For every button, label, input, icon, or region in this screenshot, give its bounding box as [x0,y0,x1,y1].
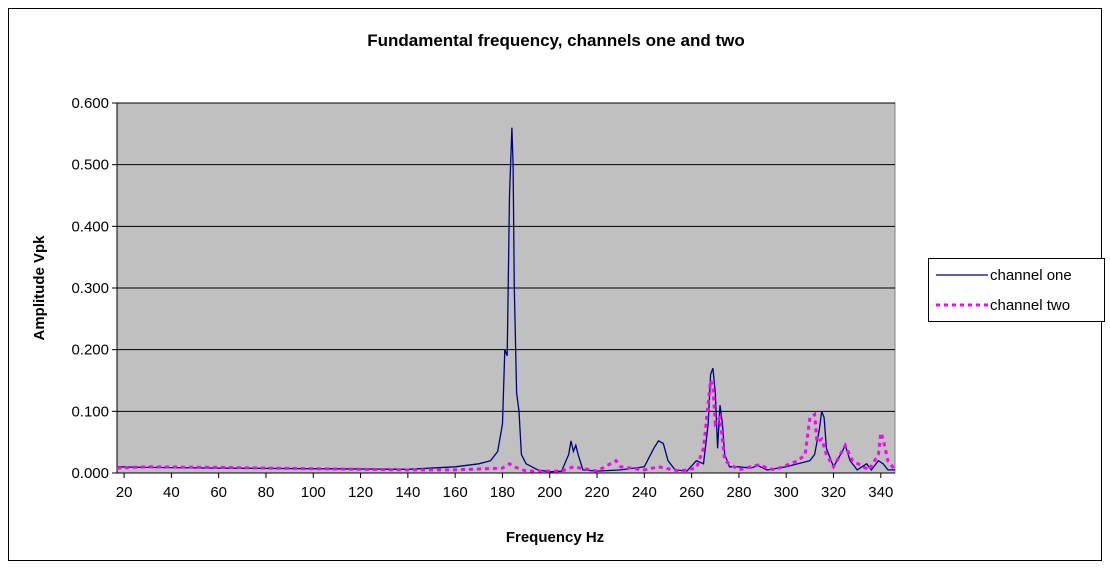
y-tick-label: 0.000 [71,465,109,482]
x-tick-label: 200 [537,484,562,501]
x-tick-label: 60 [210,484,227,501]
legend-box [928,258,1105,322]
x-tick-label: 300 [774,484,799,501]
x-tick-label: 140 [395,484,420,501]
y-tick-label: 0.100 [71,403,109,420]
y-tick-label: 0.300 [71,280,109,297]
x-tick-label: 320 [821,484,846,501]
x-tick-label: 120 [348,484,373,501]
y-tick-label: 0.600 [71,95,109,112]
x-tick-label: 240 [632,484,657,501]
legend-label: channel two [990,297,1070,314]
y-tick-label: 0.400 [71,218,109,235]
x-tick-label: 100 [301,484,326,501]
x-tick-label: 340 [868,484,893,501]
series-line [116,379,897,473]
x-tick-label: 20 [116,484,133,501]
y-tick-label: 0.500 [71,157,109,174]
series-line [116,127,895,473]
x-tick-label: 260 [679,484,704,501]
x-tick-label: 220 [585,484,610,501]
x-tick-label: 180 [490,484,515,501]
y-axis-label: Amplitude Vpk [31,235,48,341]
x-tick-label: 160 [443,484,468,501]
legend-label: channel one [990,267,1072,284]
y-tick-label: 0.200 [71,342,109,359]
x-tick-label: 40 [163,484,180,501]
chart-title: Fundamental frequency, channels one and … [367,31,745,50]
x-tick-label: 80 [258,484,275,501]
x-axis-label: Frequency Hz [506,529,604,546]
x-tick-label: 280 [726,484,751,501]
